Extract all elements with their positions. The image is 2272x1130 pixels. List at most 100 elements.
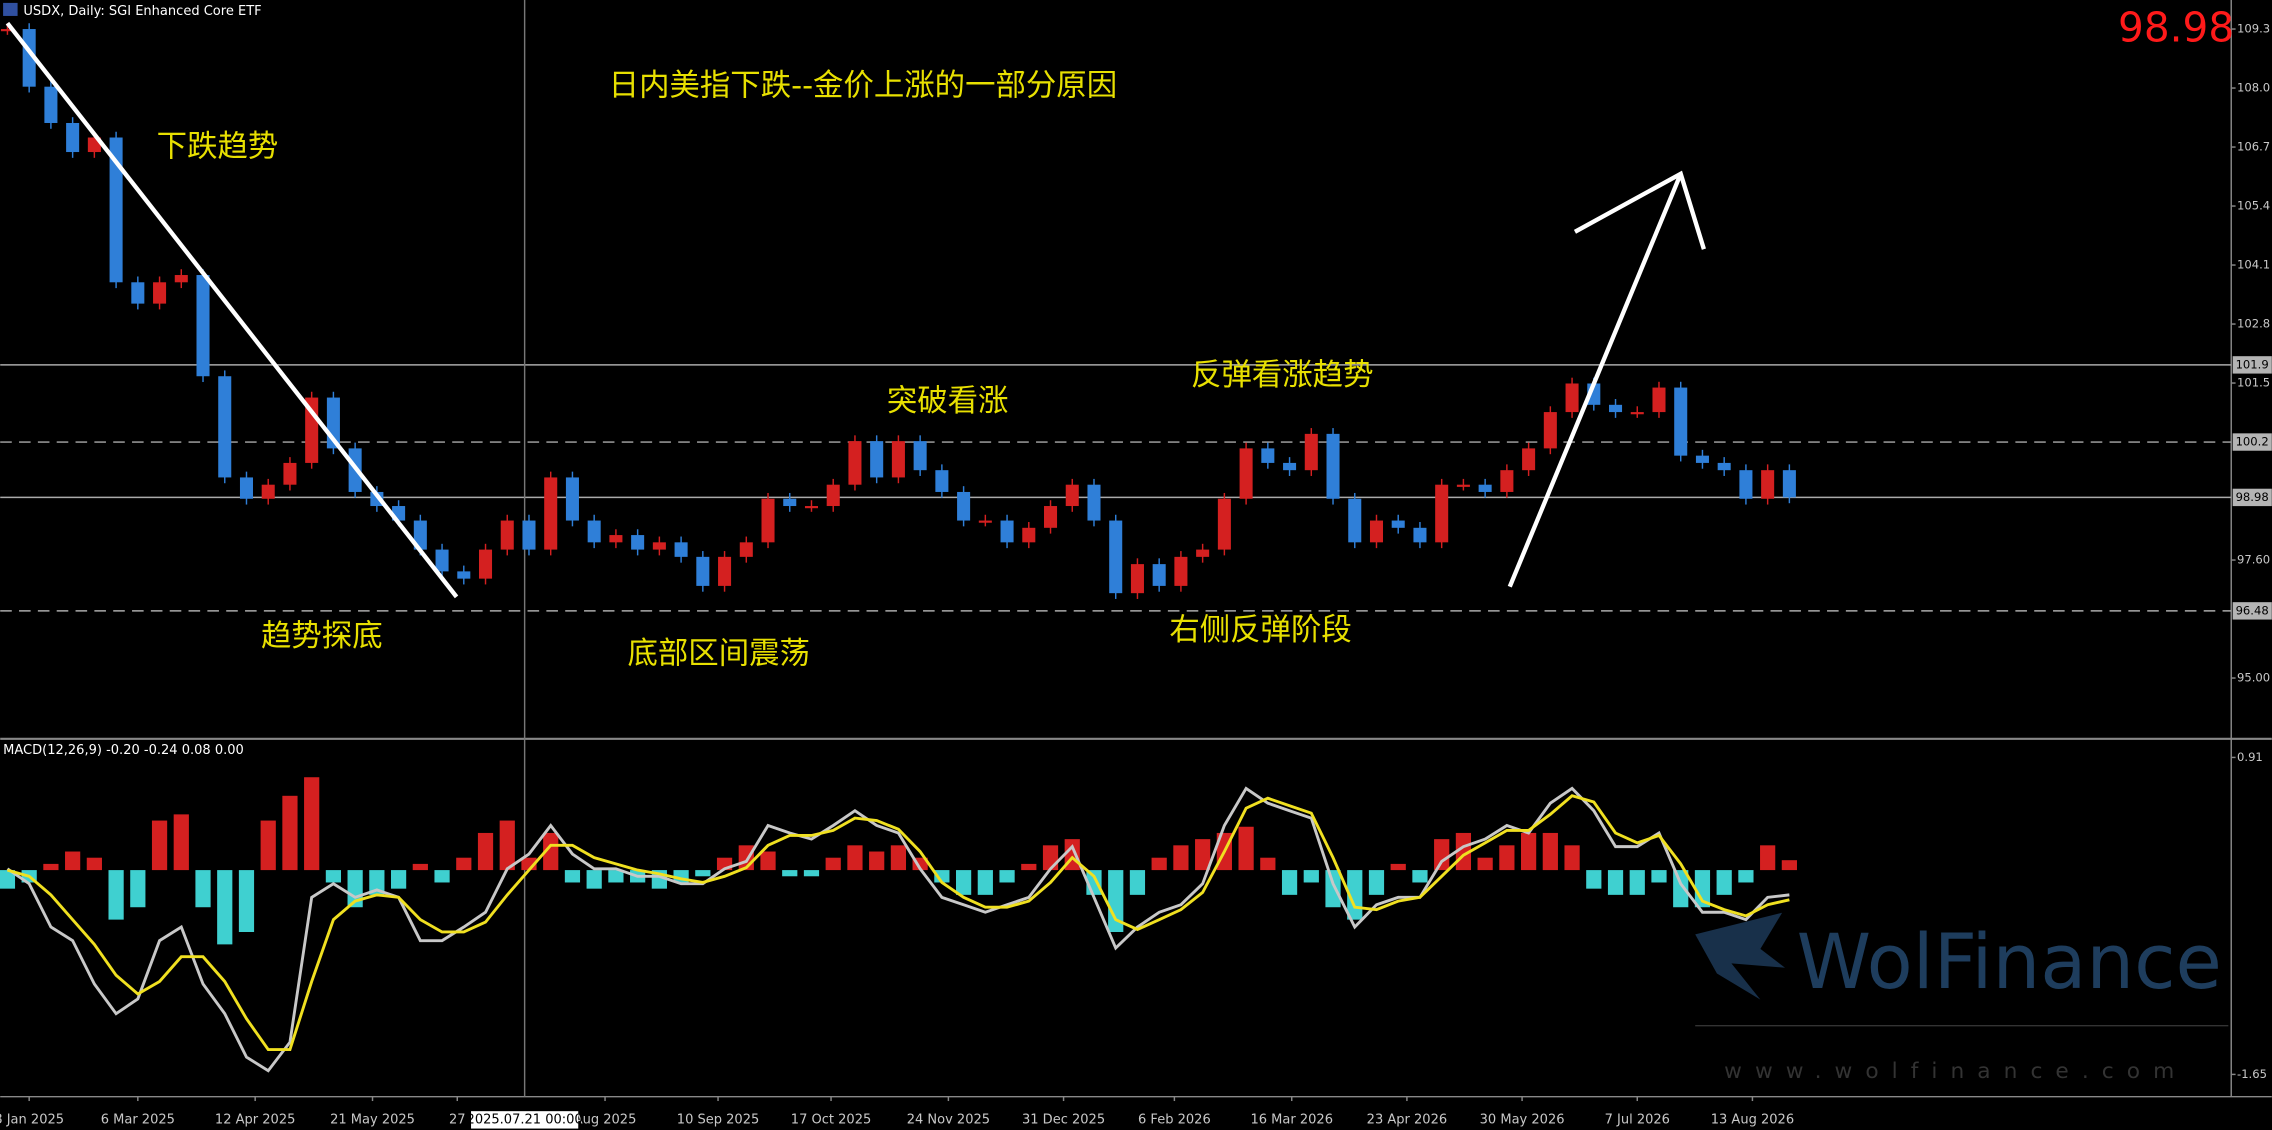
candle — [739, 542, 753, 557]
level-label: 101.9 — [2236, 357, 2269, 371]
arrow-head — [1573, 170, 1706, 250]
candle — [413, 520, 427, 550]
macd-tick-label: 0.91 — [2237, 750, 2263, 764]
candle — [913, 441, 927, 471]
candle — [935, 470, 949, 492]
candle — [718, 556, 732, 586]
macd-bar — [543, 832, 559, 871]
watermark: WolFinance — [1797, 918, 2222, 1006]
candle — [1261, 448, 1275, 463]
candle — [1652, 387, 1666, 413]
candle — [500, 520, 514, 550]
y-tick-label: 97.60 — [2237, 553, 2270, 567]
macd-bar — [412, 863, 428, 871]
annotation: 突破看涨 — [887, 384, 1009, 419]
candle — [1391, 520, 1405, 528]
candle — [1022, 527, 1036, 543]
macd-bar — [477, 832, 494, 871]
candle — [109, 137, 123, 283]
candle — [1087, 484, 1101, 521]
candle — [565, 477, 579, 521]
macd-bar — [369, 870, 385, 895]
x-tick-label: 10 Sep 2025 — [677, 1112, 760, 1127]
candle — [283, 462, 297, 485]
axes: 109.3 108.0 106.7 105.4 104.1 102.8 101.5 97.60… — [0, 22, 2272, 1129]
current-price: 98.98 — [2118, 3, 2234, 51]
macd-bar — [695, 870, 711, 877]
trend-line — [5, 21, 459, 599]
macd-bar — [1412, 870, 1428, 883]
macd-bar — [217, 870, 233, 945]
candle — [196, 275, 210, 377]
macd-bar — [304, 777, 320, 871]
candle — [153, 282, 167, 304]
candle — [544, 477, 558, 550]
macd-bar — [1021, 863, 1037, 871]
annotation: 下跌趋势 — [157, 129, 279, 164]
macd-bar — [1195, 839, 1211, 871]
candle — [1283, 462, 1297, 471]
candle — [218, 376, 232, 478]
macd-bar — [608, 870, 624, 883]
candle — [1413, 527, 1427, 543]
macd-bar — [260, 820, 276, 871]
candle — [1782, 470, 1796, 498]
macd-bar — [108, 870, 124, 920]
x-tick-label: 6 Feb 2026 — [1138, 1112, 1211, 1127]
candle — [1543, 412, 1557, 449]
macd-bar — [564, 870, 581, 883]
macd-bar — [1738, 870, 1754, 883]
macd-bar — [1108, 870, 1124, 933]
candle — [1739, 470, 1753, 499]
macd-panel — [0, 777, 1797, 1073]
macd-bar — [1499, 845, 1515, 871]
y-tick-label: 104.1 — [2237, 258, 2270, 272]
macd-bar — [977, 870, 993, 895]
macd-bar — [1760, 845, 1776, 871]
candle — [131, 282, 145, 304]
macd-bar — [955, 870, 972, 895]
macd-bar — [1042, 845, 1059, 871]
x-tick-label: 13 Aug 2026 — [1711, 1112, 1794, 1127]
macd-bar — [1586, 870, 1602, 889]
y-tick-label: 108.0 — [2237, 81, 2270, 95]
candle — [652, 542, 666, 550]
level-box — [2232, 488, 2272, 507]
x-tick-label: Aug 2025 — [574, 1112, 637, 1127]
macd-bar — [456, 857, 472, 871]
candle — [1174, 556, 1188, 586]
candle — [631, 535, 645, 550]
macd-bar — [1151, 857, 1167, 871]
x-tick-label: 12 Apr 2025 — [215, 1112, 295, 1127]
macd-bar — [130, 870, 146, 908]
macd-bar — [1368, 870, 1385, 895]
annotation: 底部区间震荡 — [628, 636, 810, 671]
macd-bar — [1260, 857, 1276, 871]
x-tick-label: 31 Dec 2025 — [1022, 1112, 1105, 1127]
candle — [826, 484, 840, 507]
macd-bar — [847, 845, 863, 871]
macd-bar — [1716, 870, 1732, 895]
y-tick-label: 95.00 — [2237, 671, 2270, 685]
candle — [1217, 498, 1231, 550]
candle — [1674, 387, 1688, 456]
candle — [479, 549, 493, 579]
macd-bar — [1303, 870, 1319, 883]
macd-bar — [1629, 870, 1645, 895]
y-tick-label: 109.3 — [2237, 22, 2270, 36]
macd-bar — [195, 870, 211, 908]
macd-bar — [890, 845, 907, 871]
macd-bar — [173, 814, 189, 871]
candle — [957, 491, 971, 521]
macd-bar — [499, 820, 515, 871]
macd-bar — [1781, 860, 1797, 871]
macd-bar — [434, 870, 450, 883]
macd-bar — [1673, 870, 1689, 908]
candle — [1435, 484, 1449, 543]
candle — [1130, 564, 1144, 594]
x-tick-label: 27 — [449, 1112, 466, 1127]
candle — [609, 535, 623, 543]
level-box — [2232, 356, 2272, 374]
